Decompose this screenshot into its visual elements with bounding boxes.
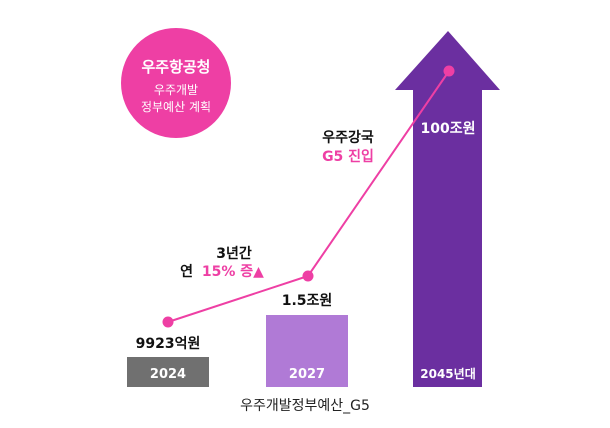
power-annotation-line1: 우주강국 [322, 129, 374, 146]
tick-label-2024: 2024 [150, 367, 186, 382]
tick-label-2045: 2045년대 [420, 367, 475, 381]
badge: 우주항공청 우주개발 정부예산 계획 [121, 28, 231, 138]
badge-line1: 우주개발 [154, 83, 198, 97]
chart-caption: 우주개발정부예산_G5 [240, 398, 370, 414]
growth-annotation-line1: 3년간 [216, 245, 252, 262]
growth-value: 15% 증▲ [202, 264, 264, 280]
bar-2045-group [395, 31, 500, 387]
badge-circle [121, 28, 231, 138]
power-annotation-line2: G5 진입 [322, 148, 374, 165]
badge-line2: 정부예산 계획 [141, 100, 211, 114]
growth-annotation-line2: 연 15% 증▲ [180, 264, 264, 280]
trend-point-2027 [302, 270, 314, 282]
badge-title: 우주항공청 [141, 58, 210, 76]
tick-label-2027: 2027 [289, 367, 325, 382]
trend-point-2024 [162, 316, 174, 328]
bar-2045-arrow [395, 31, 500, 387]
bar-2024 [127, 357, 209, 387]
value-label-2027: 1.5조원 [282, 293, 333, 309]
growth-prefix: 연 [180, 264, 193, 280]
trend-point-2045 [443, 65, 455, 77]
bar-2027 [266, 315, 348, 387]
value-label-2045: 100조원 [421, 121, 476, 137]
value-label-2024: 9923억원 [136, 336, 201, 352]
